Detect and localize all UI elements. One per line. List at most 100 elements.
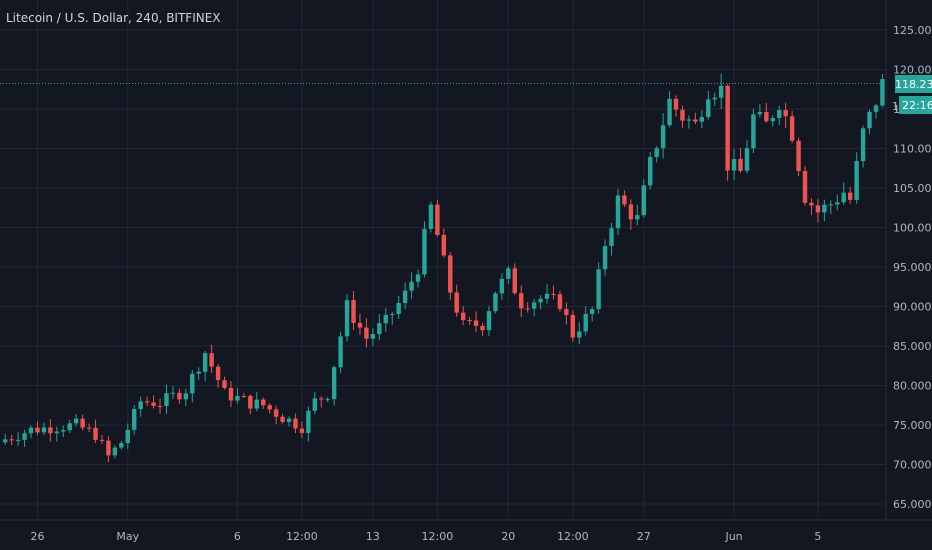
candle-body bbox=[847, 192, 853, 200]
last-price-badge bbox=[895, 75, 932, 93]
y-tick-label: 90.000 bbox=[893, 301, 932, 314]
candle-body bbox=[673, 98, 679, 110]
candle-body bbox=[628, 204, 634, 220]
candle-body bbox=[261, 399, 266, 406]
partial-price-tick: 1 bbox=[892, 100, 899, 113]
candle-body bbox=[796, 140, 801, 171]
candle-body bbox=[241, 395, 247, 397]
candle-body bbox=[635, 215, 640, 220]
candle-body bbox=[48, 427, 53, 434]
y-tick-label: 110.000 bbox=[893, 143, 932, 156]
time-axis[interactable]: 26 May 6 12:00 13 12:00 20 12:00 27 Jun 5 bbox=[30, 530, 821, 543]
candle-body bbox=[680, 109, 685, 121]
candle-body bbox=[706, 99, 711, 118]
candle-body bbox=[106, 440, 111, 456]
x-tick-label: 5 bbox=[814, 530, 821, 543]
candle-body bbox=[648, 157, 653, 186]
x-tick-label: May bbox=[116, 530, 139, 543]
candle-body bbox=[544, 293, 550, 299]
candle-body bbox=[170, 392, 176, 394]
candle-body bbox=[564, 309, 569, 315]
candle-body bbox=[402, 290, 408, 304]
countdown-label: 22:16 bbox=[902, 99, 932, 112]
candle-body bbox=[693, 119, 698, 122]
candle-body bbox=[54, 431, 60, 434]
candle-body bbox=[718, 85, 724, 98]
candle-body bbox=[744, 148, 750, 171]
x-tick-label: 27 bbox=[637, 530, 651, 543]
y-tick-label: 85.000 bbox=[893, 340, 932, 353]
candle-body bbox=[209, 353, 214, 367]
candle-body bbox=[15, 439, 21, 441]
candle-body bbox=[841, 192, 846, 203]
candle-body bbox=[190, 373, 195, 394]
candle-body bbox=[344, 300, 350, 337]
candle-body bbox=[280, 416, 285, 422]
x-tick-label: 12:00 bbox=[557, 530, 589, 543]
candle-body bbox=[267, 405, 272, 410]
candle-body bbox=[112, 447, 118, 456]
candle-body bbox=[815, 205, 821, 213]
candle-body bbox=[357, 322, 363, 328]
candle-body bbox=[364, 327, 369, 339]
candle-body bbox=[435, 204, 440, 235]
candle-body bbox=[506, 268, 511, 279]
candle-body bbox=[486, 311, 492, 331]
candle-body bbox=[493, 293, 498, 312]
candle-body bbox=[751, 114, 756, 149]
candle-body bbox=[725, 85, 730, 171]
candle-body bbox=[828, 204, 834, 206]
candle-body bbox=[28, 427, 34, 434]
candle-body bbox=[557, 294, 563, 310]
candle-body bbox=[641, 185, 646, 216]
candle-body bbox=[660, 125, 666, 149]
candles bbox=[3, 73, 885, 463]
y-tick-label: 80.000 bbox=[893, 380, 932, 393]
x-tick-label: 12:00 bbox=[286, 530, 318, 543]
candle-body bbox=[538, 298, 543, 303]
candle-body bbox=[770, 118, 775, 122]
candle-body bbox=[383, 314, 388, 324]
candle-body bbox=[783, 110, 788, 117]
candle-body bbox=[222, 380, 227, 388]
candle-body bbox=[132, 408, 137, 430]
candle-body bbox=[480, 325, 485, 331]
candle-body bbox=[873, 105, 879, 112]
candle-body bbox=[570, 314, 576, 338]
candle-body bbox=[80, 418, 85, 428]
candle-body bbox=[325, 399, 330, 401]
candle-body bbox=[622, 195, 627, 205]
candle-body bbox=[248, 396, 253, 409]
candle-body bbox=[699, 117, 705, 122]
y-tick-label: 125.000 bbox=[893, 24, 932, 37]
candle-body bbox=[854, 161, 859, 200]
x-tick-label: 12:00 bbox=[422, 530, 454, 543]
candle-body bbox=[73, 418, 79, 424]
candle-body bbox=[822, 204, 827, 213]
candle-body bbox=[9, 439, 14, 441]
candle-body bbox=[22, 433, 27, 440]
candle-body bbox=[144, 401, 150, 403]
x-tick-label: 26 bbox=[30, 530, 44, 543]
candle-body bbox=[177, 392, 182, 400]
candle-body bbox=[215, 366, 221, 381]
y-tick-label: 95.000 bbox=[893, 261, 932, 274]
candle-body bbox=[802, 170, 808, 203]
candle-body bbox=[738, 159, 743, 171]
candle-body bbox=[319, 398, 324, 400]
candle-body bbox=[454, 292, 459, 313]
candle-body bbox=[306, 410, 311, 433]
candle-body bbox=[164, 393, 169, 406]
y-tick-label: 120.000 bbox=[893, 64, 932, 77]
candle-body bbox=[428, 204, 434, 229]
candle-body bbox=[460, 312, 466, 321]
candle-body bbox=[654, 148, 659, 158]
y-tick-label: 70.000 bbox=[893, 459, 932, 472]
candle-body bbox=[409, 281, 414, 291]
candle-body bbox=[602, 246, 608, 270]
candle-body bbox=[757, 111, 763, 115]
candle-body bbox=[35, 427, 40, 433]
candle-body bbox=[860, 128, 866, 162]
candle-body bbox=[377, 323, 382, 335]
